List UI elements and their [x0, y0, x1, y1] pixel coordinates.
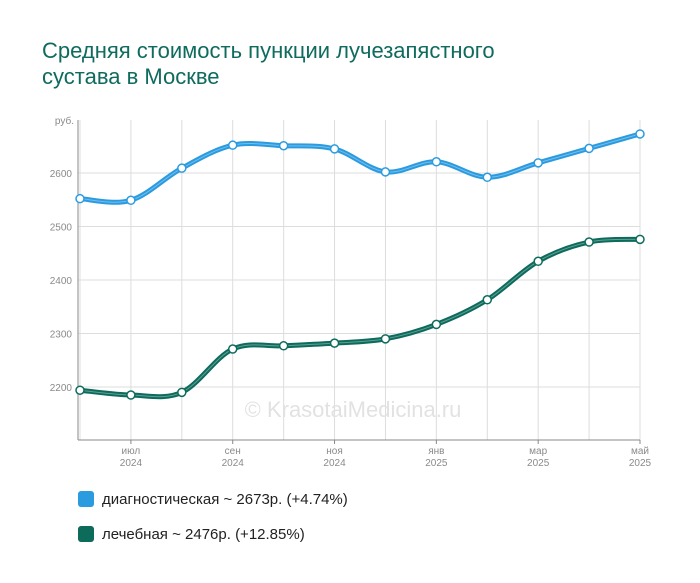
x-tick-label-year: 2025 [425, 458, 448, 469]
x-tick-label-year: 2025 [527, 458, 550, 469]
data-point-therapeutic [584, 237, 594, 247]
x-tick-label-year: 2024 [323, 458, 346, 469]
data-point-therapeutic [126, 390, 136, 400]
data-point-diagnostic [533, 158, 543, 168]
chart-title-line-1: Средняя стоимость пункции лучезапястного [42, 38, 495, 63]
data-point-diagnostic [227, 140, 238, 150]
legend-item-diagnostic: диагностическая ~ 2673р. (+4.74%) [78, 489, 348, 509]
series-line-highlight-diagnostic [79, 133, 641, 203]
data-point-therapeutic [177, 387, 187, 398]
legend-swatch-therapeutic [78, 526, 94, 542]
axes: руб.22002300240025002600июл2024сен2024но… [50, 115, 652, 469]
data-point-diagnostic [75, 193, 85, 204]
data-point-diagnostic [380, 167, 391, 177]
data-point-therapeutic [329, 338, 340, 348]
series-line-highlight-therapeutic [79, 238, 641, 398]
data-point-diagnostic [329, 144, 340, 154]
data-point-diagnostic [584, 143, 594, 154]
y-tick-label: 2200 [50, 383, 73, 394]
x-tick-label-year: 2025 [629, 458, 652, 469]
y-tick-label: 2500 [50, 223, 73, 234]
x-tick-label-year: 2024 [222, 458, 245, 469]
data-points [75, 129, 645, 400]
legend-label-diagnostic: диагностическая ~ 2673р. (+4.74%) [102, 490, 348, 508]
y-tick-label: 2400 [50, 276, 73, 287]
data-point-diagnostic [278, 140, 289, 151]
data-point-diagnostic [635, 129, 645, 139]
data-point-therapeutic [380, 334, 391, 344]
x-tick-label-month: янв [428, 446, 444, 457]
y-unit-label: руб. [55, 115, 74, 127]
data-point-diagnostic [177, 163, 187, 173]
data-point-diagnostic [126, 195, 136, 206]
data-point-therapeutic [227, 344, 238, 354]
y-tick-label: 2600 [50, 169, 73, 180]
watermark: © KrasotaiMedicina.ru [245, 397, 462, 422]
x-tick-label-month: мар [529, 446, 547, 457]
chart-title-line-2: сустава в Москве [42, 64, 220, 89]
x-tick-label-year: 2024 [120, 458, 143, 469]
data-point-therapeutic [75, 385, 85, 395]
x-tick-label-month: ноя [326, 446, 343, 457]
data-point-therapeutic [431, 319, 442, 330]
data-point-therapeutic [482, 295, 493, 305]
series-line-therapeutic [77, 236, 643, 400]
x-tick-label-month: сен [225, 446, 241, 457]
legend-label-therapeutic: лечебная ~ 2476р. (+12.85%) [102, 525, 305, 543]
legend-swatch-diagnostic [78, 491, 94, 507]
x-tick-label-month: май [631, 446, 649, 457]
legend-item-therapeutic: лечебная ~ 2476р. (+12.85%) [78, 524, 305, 544]
data-point-therapeutic [278, 341, 289, 351]
x-tick-label-month: июл [122, 446, 141, 457]
y-tick-label: 2300 [50, 330, 73, 341]
data-point-diagnostic [431, 157, 442, 167]
series-line-diagnostic [77, 131, 643, 205]
data-point-diagnostic [482, 172, 493, 183]
chart-title: Средняя стоимость пункции лучезапястного… [42, 38, 602, 90]
grid [78, 120, 641, 440]
data-point-therapeutic [533, 256, 543, 267]
data-point-therapeutic [635, 234, 645, 245]
